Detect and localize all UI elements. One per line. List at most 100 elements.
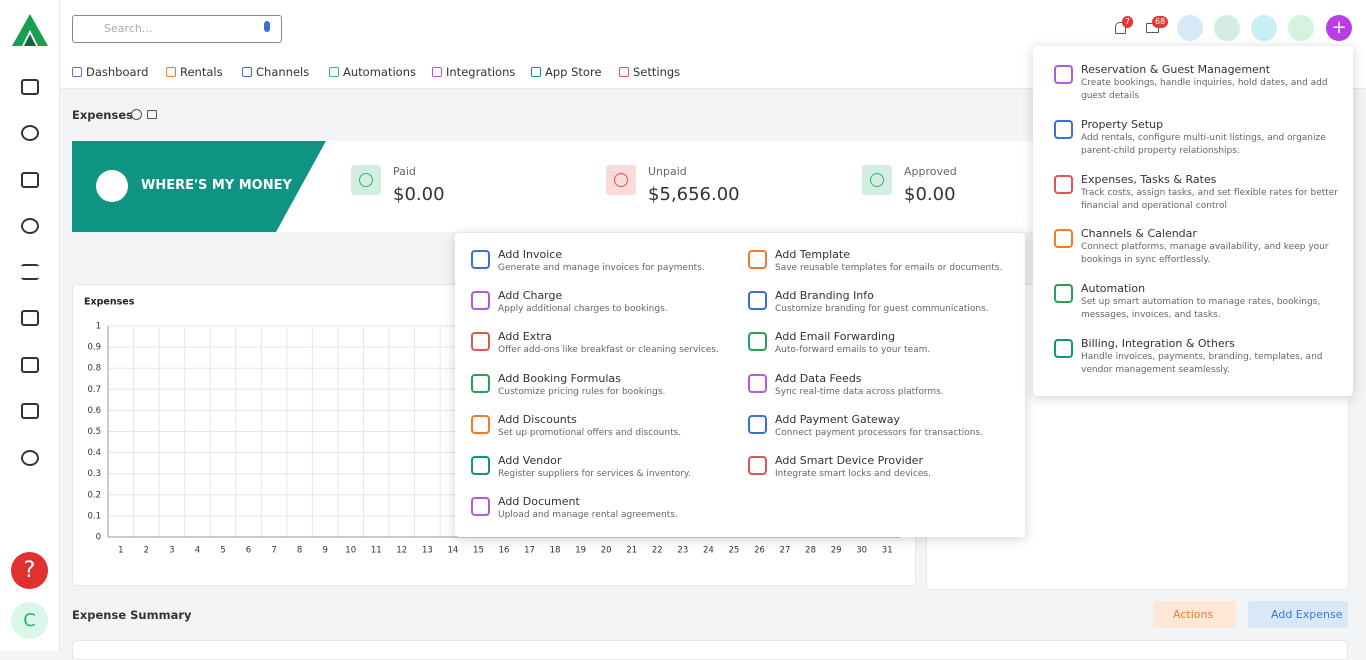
- menu-title: Add Branding Info: [775, 289, 874, 303]
- menu-text: Add Data Feeds Sync real-time data across…: [775, 372, 944, 399]
- shortcut-button[interactable]: [1177, 15, 1203, 41]
- x-tick-label: 24: [703, 546, 714, 556]
- nav-icon: [166, 67, 176, 77]
- menu-item[interactable]: Add Template Save reusable templates for …: [748, 248, 1018, 275]
- nav-icon[interactable]: [21, 264, 39, 280]
- menu-item[interactable]: Add Email Forwarding Auto-forward emails …: [748, 330, 1018, 357]
- y-tick-label: 0.9: [87, 343, 101, 353]
- menu-title: Add Email Forwarding: [775, 330, 896, 344]
- menu-icon: [1054, 65, 1073, 84]
- stat-label: Paid: [393, 165, 416, 178]
- menu-item[interactable]: Add Branding Info Customize branding for …: [748, 289, 1018, 316]
- nav-icon[interactable]: [21, 450, 39, 466]
- nav-label: Channels: [256, 65, 310, 79]
- x-tick-label: 14: [447, 546, 458, 556]
- bell-icon[interactable]: [1115, 22, 1126, 34]
- menu-text: Expenses, Tasks & Rates Track costs, assi…: [1081, 173, 1344, 213]
- nav-item[interactable]: App Store: [531, 65, 602, 79]
- menu-item[interactable]: Add Vendor Register suppliers for service…: [471, 454, 741, 481]
- menu-title: Expenses, Tasks & Rates: [1081, 172, 1217, 186]
- menu-icon: [1054, 339, 1073, 358]
- add-button[interactable]: +: [1326, 15, 1352, 41]
- menu-text: Add Document Upload and manage rental agr…: [498, 495, 678, 522]
- nav-label: Settings: [633, 65, 681, 79]
- menu-icon: [1054, 119, 1073, 139]
- menu-title: Automation: [1081, 282, 1146, 296]
- shortcut-button[interactable]: [1288, 15, 1314, 41]
- menu-item[interactable]: Add Payment Gateway Connect payment proce…: [748, 413, 1018, 440]
- x-tick-label: 28: [805, 546, 816, 556]
- x-tick-label: 19: [575, 546, 586, 556]
- nav-item[interactable]: Dashboard: [72, 65, 148, 79]
- menu-title: Add Extra: [498, 330, 552, 344]
- search-input[interactable]: Search...: [72, 15, 282, 43]
- avatar[interactable]: C: [11, 602, 48, 639]
- menu-item[interactable]: Channels & Calendar Connect platforms, ma…: [1054, 227, 1344, 267]
- menu-icon: [471, 414, 490, 434]
- nav-item[interactable]: Automations: [329, 65, 416, 79]
- menu-icon: [748, 291, 767, 311]
- nav-icon[interactable]: [21, 357, 39, 373]
- menu-title: Property Setup: [1081, 117, 1164, 131]
- menu-item[interactable]: Add Invoice Generate and manage invoices …: [471, 248, 741, 275]
- nav-icon[interactable]: [21, 79, 39, 95]
- x-tick-label: 3: [169, 546, 174, 556]
- menu-item[interactable]: Add Data Feeds Sync real-time data across…: [748, 372, 1018, 399]
- x-tick-label: 25: [729, 546, 740, 556]
- shortcut-button[interactable]: [1251, 15, 1277, 41]
- menu-text: Add Smart Device Provider Integrate smart…: [775, 454, 931, 481]
- stat-label: Approved: [904, 165, 957, 178]
- menu-title: Reservation & Guest Management: [1081, 63, 1271, 76]
- nav-icon: [619, 67, 629, 77]
- menu-item[interactable]: Add Booking Formulas Customize pricing ru…: [471, 372, 741, 399]
- shortcut-button[interactable]: [1214, 15, 1240, 41]
- menu-item[interactable]: Automation Set up smart automation to man…: [1054, 282, 1344, 322]
- menu-item[interactable]: Add Extra Offer add-ons like breakfast or…: [471, 330, 741, 357]
- x-tick-label: 13: [422, 546, 433, 556]
- menu-description: Handle invoices, payments, branding, tem…: [1081, 352, 1323, 375]
- x-tick-label: 22: [652, 546, 663, 556]
- menu-item[interactable]: Property Setup Add rentals, configure mul…: [1054, 118, 1344, 158]
- y-tick-label: 0.1: [87, 511, 101, 521]
- menu-description: Save reusable templates for emails or do…: [775, 263, 1003, 273]
- actions-button[interactable]: Actions: [1153, 601, 1236, 628]
- nav-item[interactable]: Channels: [242, 65, 309, 79]
- menu-item[interactable]: Add Discounts Set up promotional offers a…: [471, 413, 741, 440]
- nav-item[interactable]: Integrations: [432, 65, 515, 79]
- nav-item[interactable]: Rentals: [166, 65, 223, 79]
- x-tick-label: 21: [626, 546, 637, 556]
- add-expense-button[interactable]: Add Expense: [1248, 601, 1348, 628]
- menu-item[interactable]: Expenses, Tasks & Rates Track costs, assi…: [1054, 173, 1344, 213]
- menu-item[interactable]: Add Smart Device Provider Integrate smart…: [748, 454, 1018, 481]
- y-tick-label: 0.4: [87, 448, 101, 458]
- nav-icon: [242, 67, 252, 77]
- menu-item[interactable]: Add Document Upload and manage rental agr…: [471, 495, 741, 522]
- menu-icon: [471, 456, 490, 475]
- nav-icon[interactable]: [21, 403, 39, 419]
- menu-title: Add Discounts: [498, 412, 577, 426]
- menu-icon: [748, 332, 767, 352]
- menu-icon: [471, 291, 490, 311]
- y-tick-label: 0.2: [87, 490, 101, 500]
- nav-item[interactable]: Settings: [619, 65, 680, 79]
- menu-text: Add Template Save reusable templates for …: [775, 248, 1002, 275]
- menu-item[interactable]: Billing, Integration & Others Handle invo…: [1054, 337, 1344, 377]
- nav-icon[interactable]: [21, 310, 39, 326]
- menu-text: Reservation & Guest Management Create boo…: [1081, 63, 1344, 103]
- menu-item[interactable]: Add Charge Apply additional charges to bo…: [471, 289, 741, 316]
- video-icon[interactable]: [147, 110, 157, 119]
- menu-description: Sync real-time data across platforms.: [775, 386, 944, 397]
- help-button[interactable]: ?: [11, 552, 48, 589]
- nav-icon[interactable]: [21, 172, 39, 188]
- menu-description: Connect payment processors for transacti…: [775, 427, 983, 438]
- mic-icon[interactable]: [264, 21, 270, 32]
- menu-item[interactable]: Reservation & Guest Management Create boo…: [1054, 63, 1344, 103]
- nav-icon[interactable]: [21, 125, 39, 141]
- x-tick-label: 31: [882, 546, 893, 556]
- nav-icon[interactable]: [21, 218, 39, 234]
- menu-icon: [471, 250, 490, 269]
- help-icon[interactable]: [131, 109, 142, 120]
- x-tick-label: 9: [322, 546, 327, 556]
